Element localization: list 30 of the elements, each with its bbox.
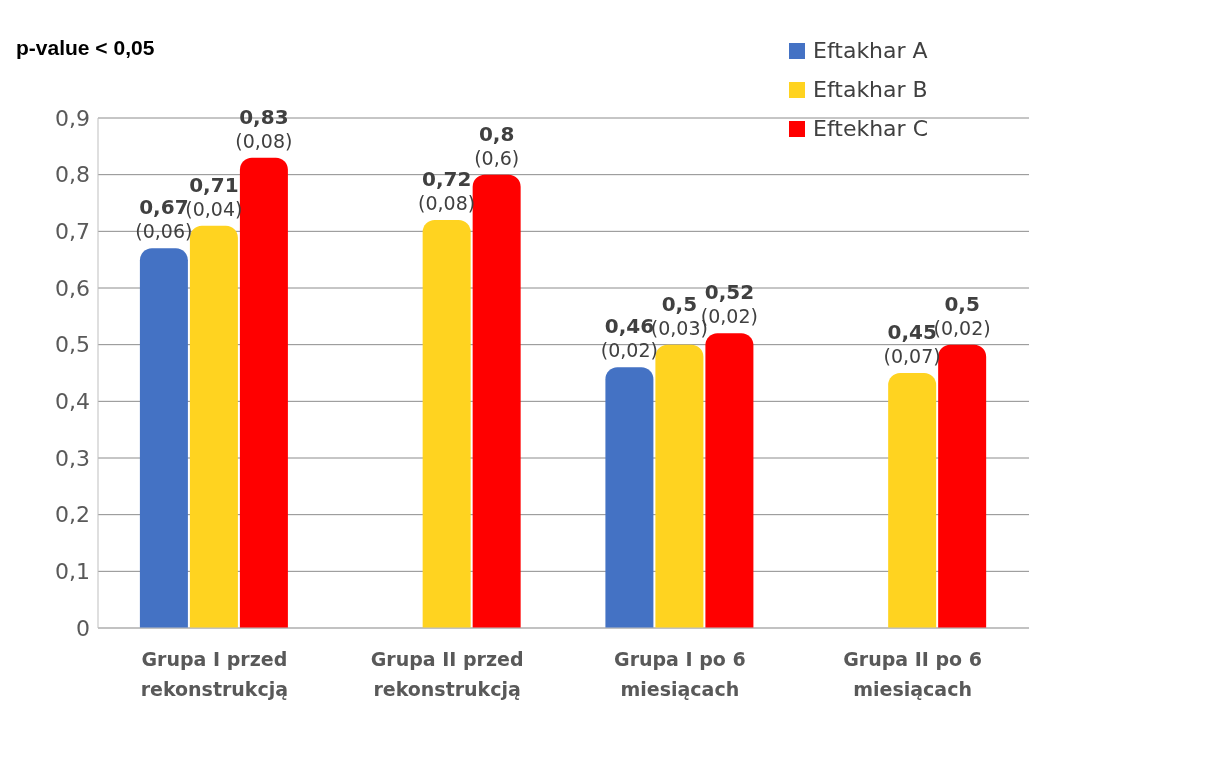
y-tick-label: 0,1 xyxy=(55,559,90,585)
y-tick-label: 0,6 xyxy=(55,275,90,301)
legend-label: Eftakhar A xyxy=(812,38,928,63)
chart-title: p-value < 0,05 xyxy=(16,36,155,60)
bar xyxy=(189,225,238,628)
x-tick-label: Grupa II po 6 miesiącach xyxy=(843,648,983,700)
y-tick-label: 0,9 xyxy=(55,105,90,131)
bar xyxy=(888,373,937,628)
legend-label: Eftekhar C xyxy=(812,116,928,141)
bar xyxy=(472,174,521,628)
x-tick-label: Grupa I po 6 miesiącach xyxy=(614,648,746,700)
y-tick-label: 0,5 xyxy=(55,332,90,358)
data-label: 0,8 (0,6) xyxy=(474,121,520,169)
bar xyxy=(239,157,288,628)
y-tick-label: 0,3 xyxy=(55,445,90,471)
y-tick-label: 0 xyxy=(76,615,90,641)
x-tick-label: Grupa I przed rekonstrukcją xyxy=(140,648,289,700)
x-tick-label: Grupa II przed rekonstrukcją xyxy=(370,648,524,700)
bar xyxy=(655,344,704,628)
y-tick-label: 0,4 xyxy=(55,389,90,415)
bar xyxy=(938,344,987,628)
data-label: 0,83 (0,08) xyxy=(235,104,293,152)
y-tick-label: 0,7 xyxy=(55,219,90,245)
y-tick-label: 0,2 xyxy=(55,502,90,528)
y-tick-label: 0,8 xyxy=(55,162,90,188)
bar xyxy=(422,220,471,628)
bar xyxy=(139,248,188,628)
legend-label: Eftakhar B xyxy=(812,77,928,102)
bar xyxy=(605,367,654,628)
bar xyxy=(705,333,754,628)
